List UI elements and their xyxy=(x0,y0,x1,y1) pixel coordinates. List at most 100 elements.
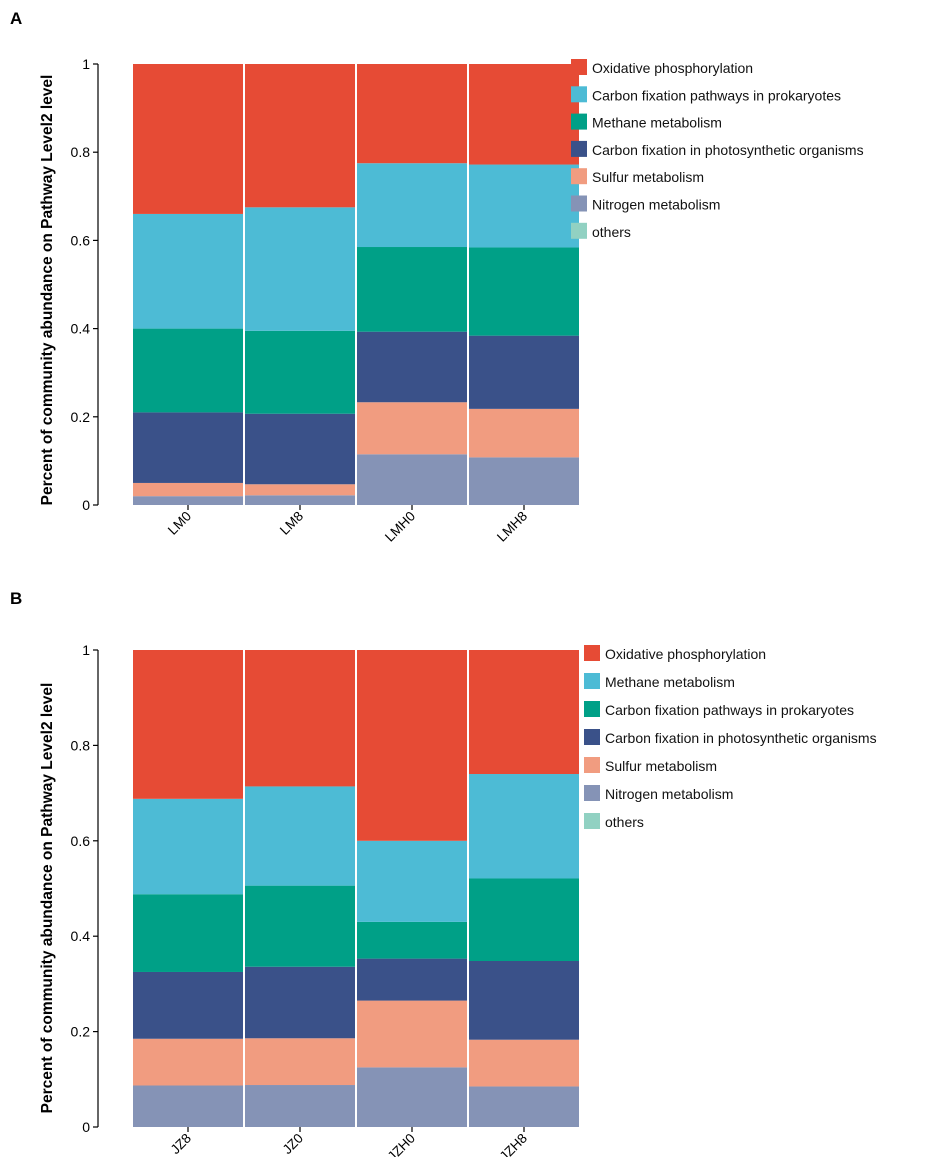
bar-segment-jz0-nitrogen-metabolism xyxy=(245,1085,355,1127)
bar-segment-jzh8-nitrogen-metabolism xyxy=(469,1086,579,1127)
legend-swatch-carbon-fixation-pathways-in-prokaryotes xyxy=(584,701,600,717)
legend-label-nitrogen-metabolism: Nitrogen metabolism xyxy=(592,197,720,213)
bar-segment-lmh8-carbon-fixation-pathways-in-prokaryotes xyxy=(469,164,579,248)
bar-segment-jz8-methane-metabolism xyxy=(133,798,243,895)
legend-label-methane-metabolism: Methane metabolism xyxy=(592,115,722,131)
legend-swatch-oxidative-phosphorylation xyxy=(584,645,600,661)
legend-swatch-carbon-fixation-pathways-in-prokaryotes xyxy=(571,86,587,103)
y-tick-label: 0.4 xyxy=(71,928,91,944)
y-tick-label: 0 xyxy=(82,1119,90,1135)
bar-segment-lm0-carbon-fixation-pathways-in-prokaryotes xyxy=(133,213,243,329)
y-tick-label: 0.6 xyxy=(71,833,91,849)
legend-label-methane-metabolism: Methane metabolism xyxy=(605,674,735,690)
legend-swatch-methane-metabolism xyxy=(571,113,587,130)
bar-segment-jzh0-carbon-fixation-in-photosynthetic-organisms xyxy=(357,958,467,1001)
chart-panel-b: B Percent of community abundance on Pathw… xyxy=(0,580,935,1157)
y-tick-label: 0.2 xyxy=(71,1024,91,1040)
x-tick-label: LM8 xyxy=(277,509,306,538)
legend-label-oxidative-phosphorylation: Oxidative phosphorylation xyxy=(605,646,766,662)
bar-segment-jz0-sulfur-metabolism xyxy=(245,1038,355,1086)
chart-b-svg: B Percent of community abundance on Pathw… xyxy=(10,589,877,1157)
panel-label-b: B xyxy=(10,589,22,608)
bar-segment-lmh0-carbon-fixation-pathways-in-prokaryotes xyxy=(357,163,467,248)
bar-segment-lm8-sulfur-metabolism xyxy=(245,484,355,496)
bar-segment-jzh0-oxidative-phosphorylation xyxy=(357,650,467,841)
bar-segment-jzh8-methane-metabolism xyxy=(469,774,579,879)
bar-segment-lmh8-nitrogen-metabolism xyxy=(469,457,579,505)
bar-segment-lmh0-methane-metabolism xyxy=(357,247,467,332)
x-tick-label: JZ8 xyxy=(168,1131,195,1157)
bar-segment-jz8-carbon-fixation-pathways-in-prokaryotes xyxy=(133,894,243,972)
y-tick-label: 0.2 xyxy=(71,409,91,425)
bar-segment-lm0-carbon-fixation-in-photosynthetic-organisms xyxy=(133,412,243,483)
panel-label-a: A xyxy=(10,9,22,28)
y-axis-label: Percent of community abundance on Pathwa… xyxy=(39,683,56,1114)
legend-swatch-others xyxy=(571,222,587,239)
bar-segment-lm0-oxidative-phosphorylation xyxy=(133,64,243,214)
legend-swatch-sulfur-metabolism xyxy=(571,168,587,185)
legend-label-sulfur-metabolism: Sulfur metabolism xyxy=(605,758,717,774)
legend-label-carbon-fixation-pathways-in-prokaryotes: Carbon fixation pathways in prokaryotes xyxy=(592,87,841,103)
bar-segment-jz8-sulfur-metabolism xyxy=(133,1038,243,1086)
x-tick-label: LM0 xyxy=(165,509,194,538)
bar-segment-lm8-carbon-fixation-in-photosynthetic-organisms xyxy=(245,413,355,485)
bar-segment-jzh0-methane-metabolism xyxy=(357,840,467,922)
bar-segment-lmh0-nitrogen-metabolism xyxy=(357,454,467,505)
legend-swatch-carbon-fixation-in-photosynthetic-organisms xyxy=(571,140,587,157)
legend-swatch-carbon-fixation-in-photosynthetic-organisms xyxy=(584,729,600,745)
bar-segment-lmh0-oxidative-phosphorylation xyxy=(357,64,467,164)
bar-segment-lmh0-sulfur-metabolism xyxy=(357,402,467,455)
bar-segment-jz0-oxidative-phosphorylation xyxy=(245,650,355,787)
bar-segment-lm0-methane-metabolism xyxy=(133,328,243,413)
x-tick-label: LMH0 xyxy=(382,509,418,545)
y-axis-label: Percent of community abundance on Pathwa… xyxy=(39,75,56,506)
x-tick-label: JZH0 xyxy=(385,1131,418,1157)
legend-label-carbon-fixation-in-photosynthetic-organisms: Carbon fixation in photosynthetic organi… xyxy=(605,730,877,746)
bar-segment-jzh0-nitrogen-metabolism xyxy=(357,1067,467,1127)
legend-swatch-oxidative-phosphorylation xyxy=(571,59,587,75)
chart-a-svg: A Percent of community abundance on Pathw… xyxy=(10,9,864,545)
bar-segment-jzh8-oxidative-phosphorylation xyxy=(469,650,579,775)
y-tick-label: 0.8 xyxy=(71,737,91,753)
bar-segment-jzh8-sulfur-metabolism xyxy=(469,1039,579,1087)
y-tick-label: 0.4 xyxy=(71,321,91,337)
bar-segment-jzh8-carbon-fixation-pathways-in-prokaryotes xyxy=(469,878,579,962)
bar-segment-lmh8-methane-metabolism xyxy=(469,247,579,336)
bar-segment-lmh8-carbon-fixation-in-photosynthetic-organisms xyxy=(469,335,579,409)
y-tick-label: 0.6 xyxy=(71,232,91,248)
y-tick-label: 1 xyxy=(82,56,90,72)
legend-swatch-others xyxy=(584,813,600,829)
legend-label-carbon-fixation-pathways-in-prokaryotes: Carbon fixation pathways in prokaryotes xyxy=(605,702,854,718)
bar-segment-jz0-carbon-fixation-in-photosynthetic-organisms xyxy=(245,966,355,1039)
bar-segment-jzh0-sulfur-metabolism xyxy=(357,1000,467,1068)
bar-segment-lmh8-oxidative-phosphorylation xyxy=(469,64,579,165)
legend-swatch-methane-metabolism xyxy=(584,673,600,689)
legend-swatch-nitrogen-metabolism xyxy=(571,195,587,212)
bar-segment-jz8-oxidative-phosphorylation xyxy=(133,650,243,799)
bar-segment-jz8-nitrogen-metabolism xyxy=(133,1085,243,1127)
legend-label-others: others xyxy=(592,224,631,240)
x-tick-label: JZ0 xyxy=(280,1131,307,1157)
bar-segment-jz0-carbon-fixation-pathways-in-prokaryotes xyxy=(245,885,355,967)
chart-panel-a: A Percent of community abundance on Pathw… xyxy=(10,9,864,545)
x-tick-label: JZH8 xyxy=(497,1131,530,1157)
bar-segment-lm8-nitrogen-metabolism xyxy=(245,495,355,505)
legend-swatch-nitrogen-metabolism xyxy=(584,785,600,801)
bar-segment-jz0-methane-metabolism xyxy=(245,786,355,886)
legend-label-oxidative-phosphorylation: Oxidative phosphorylation xyxy=(592,60,753,76)
legend-swatch-sulfur-metabolism xyxy=(584,757,600,773)
legend-label-carbon-fixation-in-photosynthetic-organisms: Carbon fixation in photosynthetic organi… xyxy=(592,142,864,158)
bar-segment-lm0-sulfur-metabolism xyxy=(133,482,243,497)
bar-segment-jzh0-carbon-fixation-pathways-in-prokaryotes xyxy=(357,921,467,959)
y-tick-label: 1 xyxy=(82,642,90,658)
y-tick-label: 0 xyxy=(82,497,90,513)
legend-label-sulfur-metabolism: Sulfur metabolism xyxy=(592,169,704,185)
bar-segment-lmh0-carbon-fixation-in-photosynthetic-organisms xyxy=(357,331,467,403)
bar-segment-jzh8-carbon-fixation-in-photosynthetic-organisms xyxy=(469,961,579,1040)
bar-segment-lm8-methane-metabolism xyxy=(245,330,355,414)
bar-segment-jz8-carbon-fixation-in-photosynthetic-organisms xyxy=(133,971,243,1039)
bar-segment-lm8-oxidative-phosphorylation xyxy=(245,64,355,208)
legend-label-nitrogen-metabolism: Nitrogen metabolism xyxy=(605,786,733,802)
bar-segment-lm0-nitrogen-metabolism xyxy=(133,496,243,505)
legend-label-others: others xyxy=(605,814,644,830)
